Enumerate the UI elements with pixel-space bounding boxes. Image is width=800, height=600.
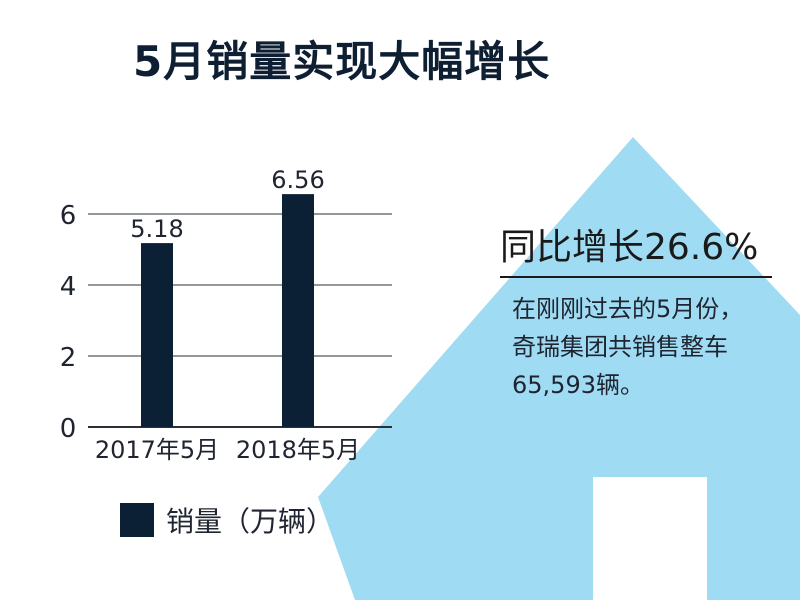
page-title: 5月销量实现大幅增长: [133, 37, 551, 86]
y-tick-label: 2: [60, 343, 77, 373]
legend-label: 销量（万辆）: [166, 505, 335, 538]
growth-headline: 同比增长26.6%: [500, 224, 772, 278]
data-label: 5.18: [130, 215, 183, 243]
bar: [282, 194, 314, 427]
legend-swatch: [120, 503, 154, 537]
legend: 销量（万辆）: [120, 500, 334, 540]
growth-description: 在刚刚过去的5月份，奇瑞集团共销售整车65,593辆。: [512, 295, 744, 399]
bar: [141, 243, 173, 427]
y-tick-label: 0: [60, 414, 77, 444]
arrow-shape: [318, 137, 800, 600]
y-tick-label: 4: [60, 272, 77, 302]
data-label: 6.56: [271, 166, 324, 194]
x-tick-label: 2018年5月: [236, 436, 360, 464]
y-tick-label: 6: [60, 201, 77, 231]
x-tick-label: 2017年5月: [95, 436, 219, 464]
growth-panel: 同比增长26.6% 在刚刚过去的5月份，奇瑞集团共销售整车65,593辆。: [500, 224, 780, 404]
